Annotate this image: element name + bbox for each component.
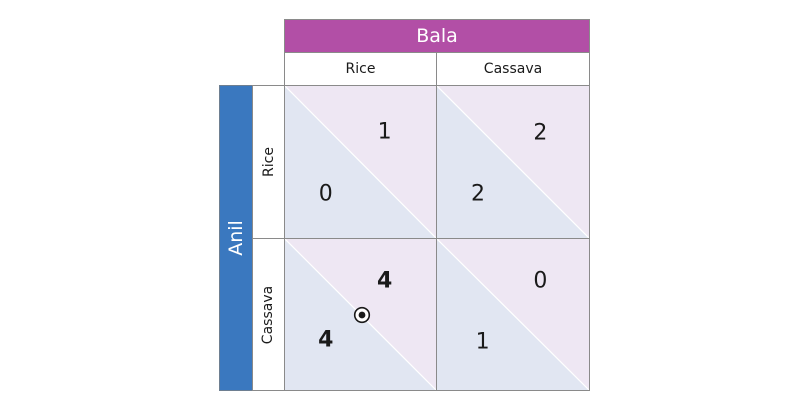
payoff-cell-rice-cassava: 2 2 (436, 85, 590, 239)
column-player-payoff: 4 (377, 268, 393, 294)
column-player-payoff: 1 (377, 119, 392, 145)
row-player-payoff: 2 (471, 181, 486, 207)
row-player-header: Anil (219, 85, 253, 391)
row-player-name: Anil (225, 220, 248, 256)
row-strategy-rice: Rice (252, 85, 285, 239)
circled-dot-icon (353, 306, 371, 323)
column-player-payoff: 2 (533, 120, 548, 146)
payoff-cell-cassava-cassava: 0 1 (436, 238, 590, 391)
row-player-payoff: 1 (475, 329, 490, 355)
payoff-cell-cassava-rice: 4 4 (284, 238, 437, 391)
column-player-name: Bala (416, 25, 458, 47)
cell-diagonal-split (437, 86, 589, 238)
row-player-payoff: 4 (318, 327, 334, 353)
column-player-header: Bala (284, 19, 590, 52)
cell-diagonal-split (285, 86, 436, 238)
column-player-payoff: 0 (533, 268, 548, 294)
cell-diagonal-split (437, 239, 589, 390)
row-player-payoff: 0 (318, 181, 333, 207)
row-strategy-cassava: Cassava (252, 238, 285, 391)
column-strategy-cassava: Cassava (436, 52, 590, 86)
column-strategy-rice: Rice (284, 52, 437, 86)
payoff-cell-rice-rice: 1 0 (284, 85, 437, 239)
